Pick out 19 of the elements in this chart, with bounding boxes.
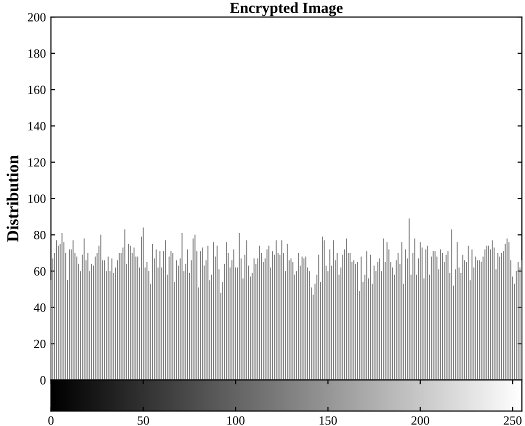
y-tick-label: 200 (28, 13, 46, 22)
x-tick-label: 200 (411, 416, 430, 425)
y-tick-label: 40 (34, 303, 46, 312)
x-tick-label: 0 (48, 416, 54, 425)
y-tick-label: 80 (34, 230, 46, 240)
x-tick-label: 150 (320, 416, 337, 425)
y-tick-label: 160 (28, 86, 46, 94)
y-axis-title: Distribution (6, 155, 18, 242)
y-tick-label: 140 (28, 122, 46, 130)
y-tick-label: 180 (28, 49, 46, 58)
x-tick-label: 100 (227, 416, 244, 425)
y-tick-label: 120 (28, 158, 46, 167)
x-tick-label: 50 (138, 416, 150, 425)
x-tick-label: 250 (504, 416, 522, 425)
y-tick-label: 60 (34, 267, 46, 276)
y-tick-label: 100 (28, 194, 46, 203)
y-tick-label: 20 (34, 340, 46, 348)
y-tick-label: 0 (40, 376, 46, 384)
chart-title: Encrypted Image (230, 2, 343, 16)
